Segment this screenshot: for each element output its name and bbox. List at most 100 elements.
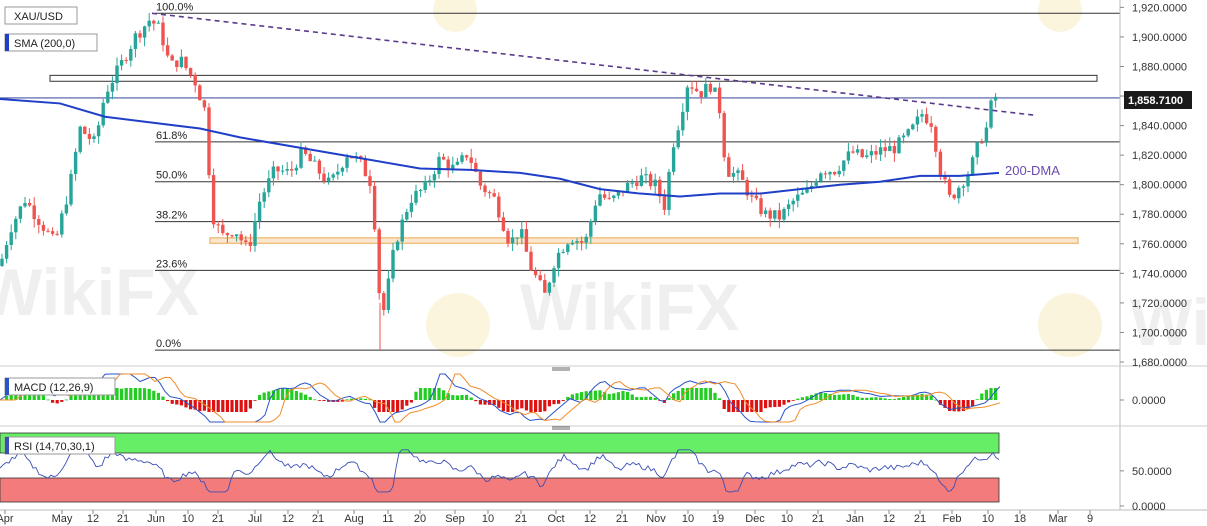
- watermark-layer: WikiFX WikiFX WikiFX: [0, 0, 1207, 359]
- y-tick-label: 1,920.0000: [1132, 2, 1187, 14]
- candle-body: [915, 116, 920, 125]
- candle-body: [579, 241, 584, 243]
- candle-body: [138, 33, 142, 38]
- candle-body: [759, 198, 763, 215]
- price-pane: 100.0% 61.8% 50.0% 38.2% 23.6% 0.0%: [0, 1, 1120, 351]
- candle-body: [961, 186, 966, 188]
- macd-histogram-bar: [603, 392, 607, 400]
- candle-body: [538, 275, 542, 281]
- macd-histogram-bar: [773, 400, 777, 408]
- x-tick-label: 10: [482, 513, 494, 525]
- candle-body: [552, 268, 556, 283]
- rsi-label: RSI (14,70,30,1): [14, 441, 95, 453]
- macd-histogram-bar: [9, 393, 13, 400]
- macd-histogram-bar: [166, 400, 170, 402]
- candle-body: [451, 164, 455, 170]
- candle-body: [280, 170, 285, 172]
- macd-histogram-bar: [584, 391, 588, 400]
- x-tick-label: 12: [883, 513, 895, 525]
- macd-tick-label: 0.0000: [1132, 395, 1166, 407]
- candle-body: [989, 100, 993, 128]
- macd-histogram-bar: [989, 388, 993, 400]
- candle-body: [607, 197, 611, 199]
- y-tick-label: 1,760.0000: [1132, 239, 1187, 251]
- macd-histogram-bar: [534, 400, 538, 412]
- candle-body: [984, 127, 989, 143]
- candle-body: [64, 204, 69, 214]
- macd-histogram-bar: [345, 399, 349, 401]
- x-tick-label: 11: [382, 513, 393, 525]
- candle-body: [55, 233, 59, 235]
- candle-body: [796, 194, 800, 201]
- macd-histogram-bar: [805, 396, 809, 400]
- macd-histogram-bar: [929, 395, 933, 400]
- macd-histogram-bar: [980, 393, 984, 400]
- candle-body: [322, 173, 326, 182]
- candle-body: [221, 224, 225, 234]
- candle-body: [101, 102, 105, 126]
- candle-body: [837, 170, 841, 175]
- candle-body: [193, 74, 197, 86]
- macd-histogram-bar: [60, 400, 64, 402]
- macd-histogram-bar: [414, 391, 418, 400]
- macd-histogram-bar: [524, 400, 528, 411]
- macd-histogram-bar: [152, 390, 156, 400]
- candle-body: [980, 142, 984, 144]
- macd-histogram-bar: [690, 388, 694, 400]
- pane-divider-handle[interactable]: [552, 367, 570, 371]
- candle-body: [50, 231, 55, 234]
- x-tick-label: 19: [712, 513, 724, 525]
- macd-histogram-bar: [515, 400, 519, 410]
- candle-body: [446, 159, 450, 170]
- macd-histogram-bar: [777, 400, 781, 407]
- candle-body: [41, 224, 46, 231]
- macd-histogram-bar: [649, 396, 653, 400]
- macd-histogram-bar: [667, 398, 671, 400]
- macd-histogram-bar: [322, 400, 326, 401]
- macd-histogram-bar: [239, 400, 243, 412]
- macd-histogram-bar: [37, 392, 41, 400]
- candle-body: [142, 26, 147, 38]
- candle-body: [414, 190, 418, 203]
- watermark-text: WikiFX: [520, 270, 739, 344]
- x-tick-label: 10: [781, 513, 793, 525]
- candle-body: [970, 157, 975, 175]
- fib-level-label: 50.0%: [156, 170, 187, 182]
- macd-histogram-bar: [511, 400, 515, 412]
- candle-body: [216, 224, 220, 226]
- candle-body: [487, 192, 492, 194]
- macd-histogram-bar: [428, 388, 432, 400]
- rsi-line: [0, 449, 1000, 493]
- watermark-logo: [1038, 0, 1082, 32]
- candle-body: [671, 147, 676, 172]
- y-tick-label: 1,740.0000: [1132, 268, 1187, 280]
- candle-body: [589, 221, 593, 237]
- macd-histogram-bar: [704, 388, 708, 400]
- macd-histogram-bar: [386, 400, 390, 412]
- macd-histogram-bar: [460, 394, 464, 400]
- pane-divider-handle[interactable]: [552, 426, 570, 430]
- macd-histogram-bar: [262, 392, 266, 400]
- fib-level-label: 23.6%: [156, 258, 187, 270]
- candle-body: [294, 167, 299, 171]
- macd-histogram-bar: [405, 400, 409, 406]
- candle-body: [791, 200, 795, 205]
- macd-histogram-bar: [216, 400, 220, 412]
- macd-histogram-bar: [906, 396, 910, 400]
- macd-histogram-bar: [685, 388, 689, 400]
- candle-body: [478, 171, 483, 186]
- candle-body: [975, 142, 979, 158]
- fib-level-label: 0.0%: [156, 338, 181, 350]
- macd-histogram-bar: [5, 395, 9, 400]
- macd-histogram-bar: [129, 388, 133, 400]
- candle-body: [561, 251, 565, 253]
- macd-histogram-bar: [469, 397, 473, 400]
- rsi-oversold-band: [0, 477, 1000, 503]
- macd-histogram-bar: [796, 398, 800, 400]
- macd-histogram-bar: [299, 392, 303, 400]
- macd-histogram-bar: [736, 400, 740, 412]
- macd-histogram-bar: [911, 395, 915, 400]
- candle-body: [602, 194, 607, 198]
- macd-histogram-bar: [423, 388, 427, 400]
- candle-body: [336, 171, 340, 175]
